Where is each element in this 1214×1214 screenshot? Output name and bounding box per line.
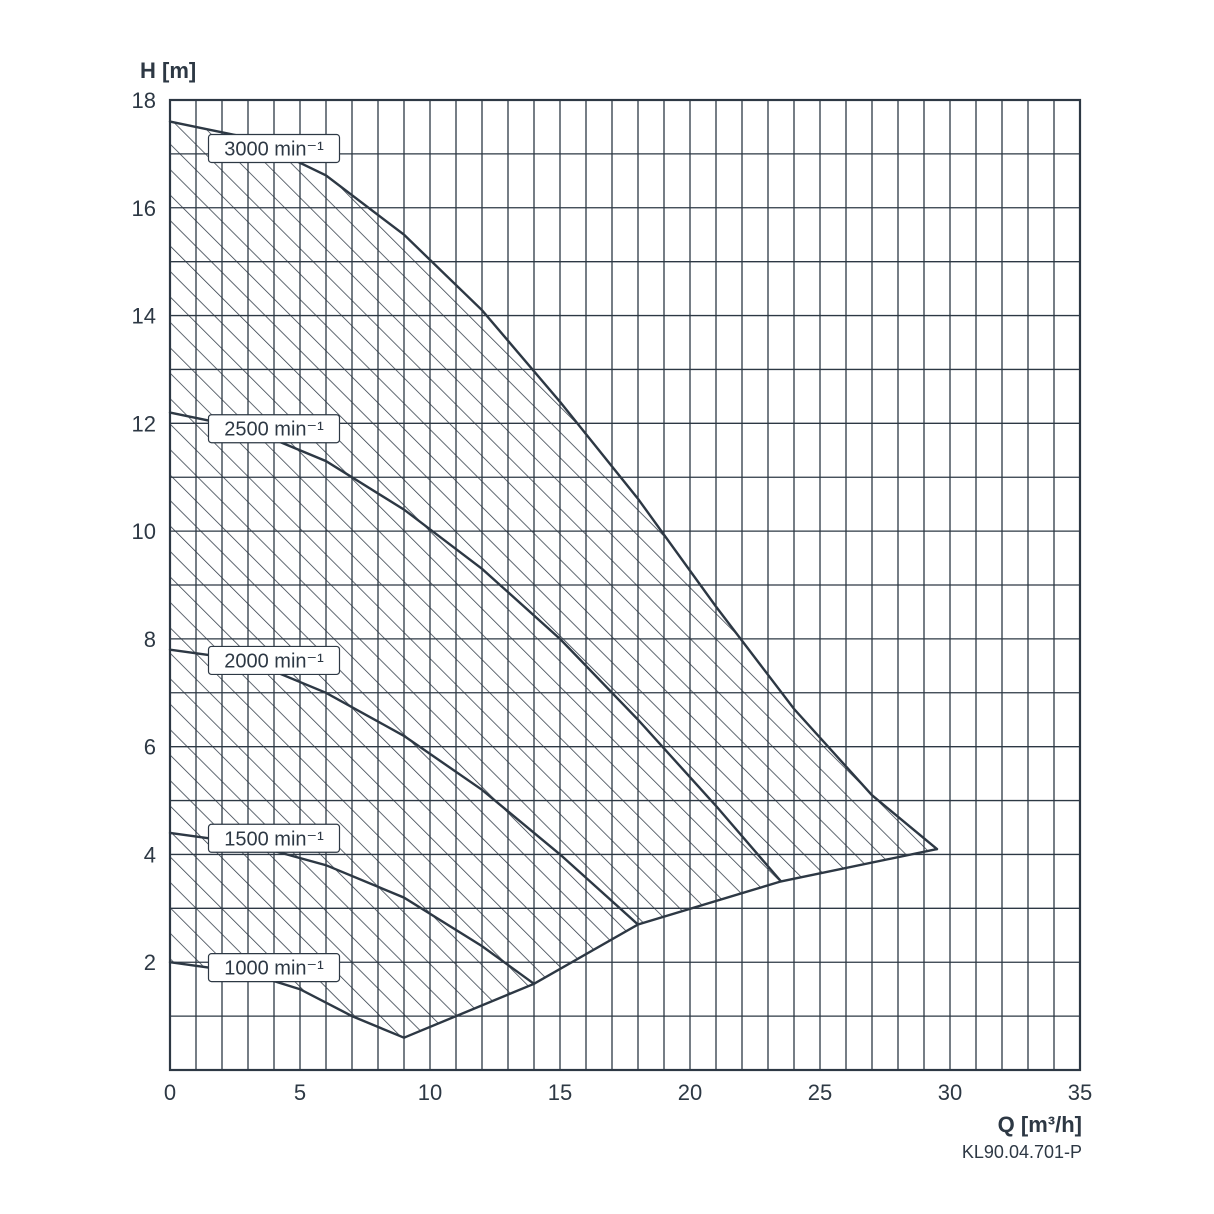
y-tick-label: 18	[132, 88, 156, 113]
curve-label-2: 2000 min⁻¹	[224, 650, 324, 672]
x-tick-label: 35	[1068, 1080, 1092, 1105]
y-axis-title: H [m]	[140, 58, 196, 83]
curve-label-0: 3000 min⁻¹	[224, 139, 324, 161]
y-tick-label: 14	[132, 304, 156, 329]
y-tick-label: 2	[144, 950, 156, 975]
y-tick-label: 16	[132, 196, 156, 221]
x-tick-label: 20	[678, 1080, 702, 1105]
x-tick-label: 15	[548, 1080, 572, 1105]
y-tick-label: 12	[132, 411, 156, 436]
chart-svg: 0 5 10 15 20 25 30 35 2 4 6 8 10 12 14 16 18 H [m] Q [m³/h…	[0, 0, 1214, 1214]
x-tick-label: 0	[164, 1080, 176, 1105]
y-tick-label: 10	[132, 519, 156, 544]
operating-envelope	[170, 122, 937, 1038]
x-axis-title: Q [m³/h]	[998, 1112, 1082, 1137]
y-tick-label: 8	[144, 627, 156, 652]
chart-footer: KL90.04.701-P	[962, 1142, 1082, 1162]
x-tick-label: 30	[938, 1080, 962, 1105]
y-tick-label: 6	[144, 735, 156, 760]
x-tick-label: 25	[808, 1080, 832, 1105]
curve-label-1: 2500 min⁻¹	[224, 419, 324, 441]
curve-label-3: 1500 min⁻¹	[224, 828, 324, 850]
x-tick-label: 5	[294, 1080, 306, 1105]
y-tick-label: 4	[144, 842, 156, 867]
x-tick-label: 10	[418, 1080, 442, 1105]
pump-chart: 0 5 10 15 20 25 30 35 2 4 6 8 10 12 14 16 18 H [m] Q [m³/h…	[0, 0, 1214, 1214]
curve-label-4: 1000 min⁻¹	[224, 958, 324, 980]
